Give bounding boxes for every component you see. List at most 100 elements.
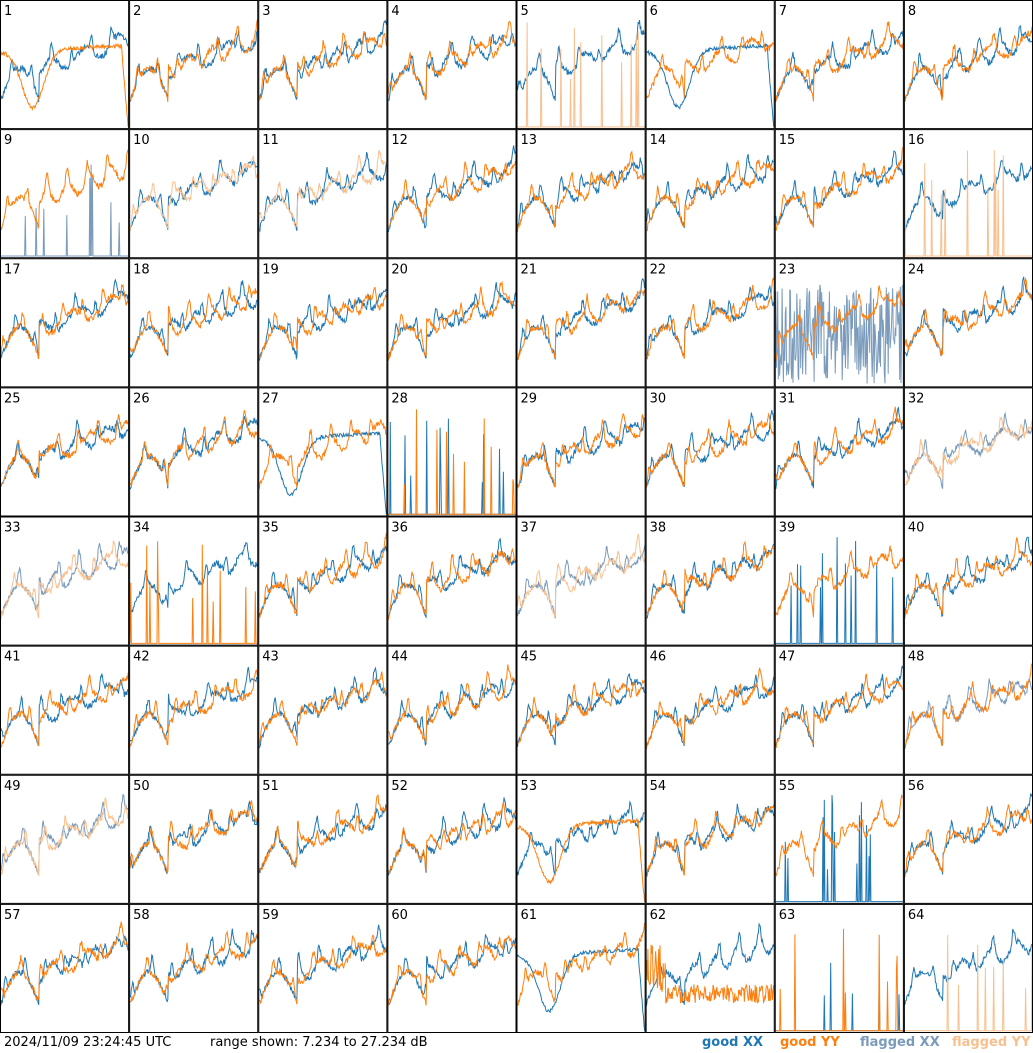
- panel-53-label: 53: [521, 779, 538, 794]
- panel-36-good-yy-line: [387, 547, 516, 620]
- panel-39-good-xx-line: [775, 537, 903, 644]
- panel-7: 7: [774, 0, 904, 130]
- panel-16-good-xx-line: [904, 159, 1032, 232]
- panel-64-good-xx-line: [904, 928, 1033, 1005]
- panel-22-frame: [645, 258, 775, 388]
- panel-52-good-xx-line: [387, 797, 516, 876]
- panel-60-good-xx-line: [388, 934, 516, 1006]
- panel-39: 39: [774, 516, 904, 646]
- panel-46-label: 46: [650, 650, 667, 665]
- panel-28: 28: [387, 387, 517, 517]
- panel-9-label: 9: [4, 133, 12, 148]
- panel-14-label: 14: [650, 133, 667, 148]
- panel-53-frame: [516, 774, 646, 904]
- panel-43-frame: [258, 645, 388, 775]
- panel-44-good-yy-line: [388, 664, 516, 743]
- panel-37-flagged-yy-line: [517, 533, 646, 619]
- panel-47-good-yy-line: [775, 673, 904, 749]
- panel-13: 13: [516, 129, 646, 259]
- panel-52-frame: [387, 774, 517, 904]
- panel-22-good-xx-line: [646, 284, 775, 357]
- panel-32-flagged-yy-line: [904, 416, 1033, 486]
- panel-58-label: 58: [133, 908, 150, 923]
- panel-26-good-xx-line: [129, 416, 258, 490]
- panel-21-frame: [516, 258, 646, 388]
- panel-11-label: 11: [262, 133, 279, 148]
- panel-57-label: 57: [4, 908, 21, 923]
- panel-45-good-xx-line: [517, 673, 646, 748]
- panel-51-label: 51: [262, 779, 279, 794]
- panel-21-good-yy-line: [517, 289, 646, 361]
- panel-40-frame: [903, 516, 1033, 646]
- panel-42: 42: [129, 645, 259, 775]
- panel-32: 32: [903, 387, 1033, 517]
- panel-35-label: 35: [262, 521, 279, 536]
- panel-23-frame: [774, 258, 904, 388]
- panel-50-label: 50: [133, 779, 150, 794]
- panel-60-label: 60: [391, 908, 408, 923]
- panel-7-label: 7: [779, 4, 787, 19]
- panel-47: 47: [774, 645, 904, 775]
- panel-3-frame: [258, 0, 388, 130]
- panel-30-label: 30: [650, 391, 667, 406]
- panel-48-label: 48: [908, 650, 925, 665]
- panel-33: 33: [0, 516, 130, 646]
- panel-62-good-yy-line: [646, 944, 775, 1004]
- panel-27-good-xx-line: [258, 430, 387, 515]
- panel-28-good-yy-line: [388, 409, 516, 515]
- panel-28-good-xx-line: [388, 418, 516, 515]
- panel-8: 8: [903, 0, 1033, 130]
- panel-30-frame: [645, 387, 775, 517]
- panel-48-frame: [903, 645, 1033, 775]
- panel-52-good-yy-line: [387, 801, 516, 875]
- panel-3-label: 3: [262, 4, 270, 19]
- panel-63-frame: [774, 903, 904, 1033]
- panel-57-frame: [0, 903, 130, 1033]
- panel-43-good-yy-line: [258, 671, 387, 748]
- panel-29-good-xx-line: [517, 417, 646, 488]
- panel-40: 40: [903, 516, 1033, 646]
- panel-20-label: 20: [391, 262, 408, 277]
- panel-36-good-xx-line: [387, 538, 516, 620]
- panel-41-frame: [0, 645, 130, 775]
- panel-44-label: 44: [391, 650, 408, 665]
- panel-34: 34: [129, 516, 259, 646]
- panel-18-good-yy-line: [129, 283, 258, 355]
- panel-25-frame: [0, 387, 130, 517]
- panel-8-label: 8: [908, 4, 916, 19]
- panel-30-good-xx-line: [646, 410, 775, 488]
- panel-8-frame: [903, 0, 1033, 130]
- panel-60-frame: [387, 903, 517, 1033]
- panel-51-good-yy-line: [258, 794, 387, 871]
- panel-48-flagged-xx-line: [904, 678, 1033, 749]
- panel-61-good-yy-line: [517, 923, 646, 1007]
- panel-51-frame: [258, 774, 388, 904]
- panel-41: 41: [0, 645, 130, 775]
- panel-12-label: 12: [391, 133, 408, 148]
- panel-6-frame: [645, 0, 775, 130]
- panel-25-label: 25: [4, 391, 21, 406]
- panel-47-label: 47: [779, 650, 796, 665]
- panel-18-frame: [129, 258, 259, 388]
- panel-18-good-xx-line: [129, 280, 258, 359]
- panel-31-good-yy-line: [775, 406, 904, 486]
- panel-29-frame: [516, 387, 646, 517]
- panel-43-good-xx-line: [258, 666, 387, 749]
- panel-37-label: 37: [521, 521, 538, 536]
- panel-30-good-yy-line: [646, 412, 775, 488]
- panel-21-label: 21: [521, 262, 538, 277]
- panel-22-good-yy-line: [646, 277, 775, 361]
- panel-36-label: 36: [391, 521, 408, 536]
- legend-good-yy: good YY: [780, 1035, 840, 1050]
- panel-53-good-yy-line: [517, 817, 646, 902]
- panel-62-frame: [645, 903, 775, 1033]
- panel-6-label: 6: [650, 4, 658, 19]
- panel-55-good-xx-line: [775, 795, 903, 903]
- panel-56-frame: [903, 774, 1033, 904]
- panel-55: 55: [774, 774, 904, 904]
- panel-63-label: 63: [779, 908, 796, 923]
- panel-42-good-xx-line: [129, 666, 258, 742]
- panel-38-label: 38: [650, 521, 667, 536]
- panel-45: 45: [516, 645, 646, 775]
- panel-2-good-xx-line: [129, 30, 258, 103]
